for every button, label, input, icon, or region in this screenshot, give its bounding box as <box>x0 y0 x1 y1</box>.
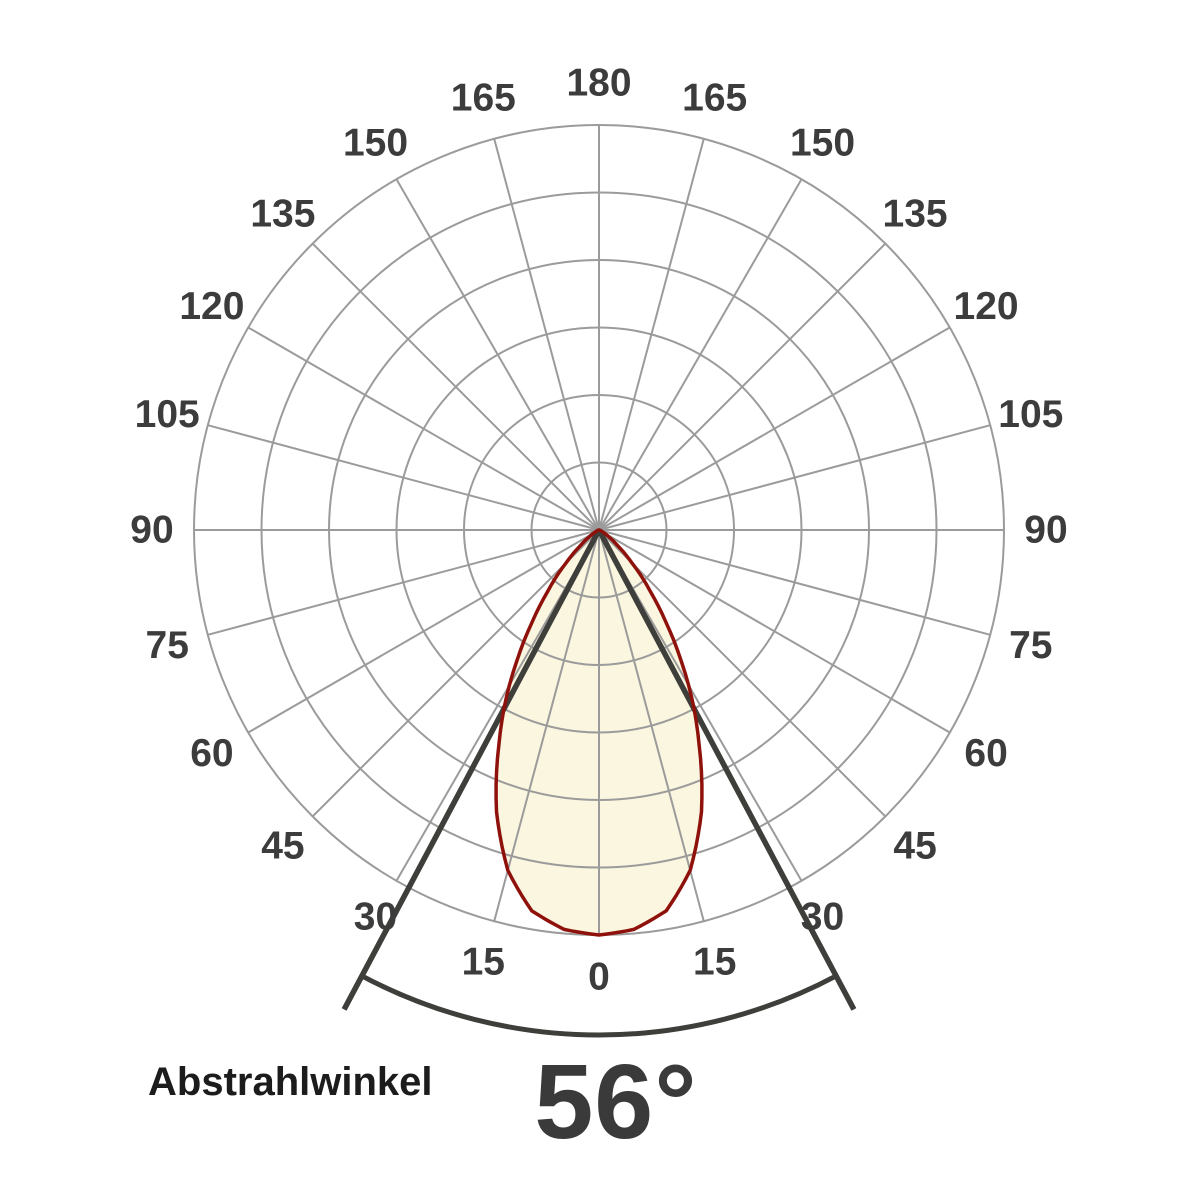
angle-label: 60 <box>964 732 1007 775</box>
grid-radial-line <box>598 178 803 531</box>
angle-label: 15 <box>693 940 736 983</box>
grid-radial-line <box>311 529 600 818</box>
grid-radial-line <box>247 326 600 531</box>
angle-label: 105 <box>998 393 1063 436</box>
angle-label: 165 <box>451 77 516 120</box>
angle-label: 45 <box>893 825 936 868</box>
grid-radial-line <box>598 529 887 818</box>
angle-label: 120 <box>179 285 244 328</box>
intensity-curve <box>494 528 704 937</box>
grid-radial-line <box>598 138 705 531</box>
angle-label: 150 <box>790 121 855 164</box>
angle-label: 135 <box>250 192 315 235</box>
grid-radial-line <box>493 529 600 922</box>
angle-label: 45 <box>261 825 304 868</box>
grid-radial-line <box>598 326 951 531</box>
angle-label: 0 <box>588 956 610 999</box>
beam-angle-arc <box>360 973 838 1038</box>
grid-radial-line <box>311 242 600 531</box>
beam-angle-line-right <box>596 528 857 1011</box>
grid-radial-line <box>598 242 887 531</box>
angle-label: 15 <box>462 940 505 983</box>
beam-angle-value: 56° <box>534 1043 698 1161</box>
grid-radial-line <box>598 529 991 636</box>
angle-label: 90 <box>130 509 173 552</box>
angle-label: 180 <box>566 62 631 105</box>
beam-angle-caption-label: Abstrahlwinkel <box>148 1060 433 1104</box>
angle-label: 30 <box>801 896 844 939</box>
grid-radial-line <box>598 529 705 922</box>
angle-label: 60 <box>190 732 233 775</box>
angle-label: 90 <box>1024 509 1067 552</box>
grid-radial-line <box>247 529 600 734</box>
grid-radial-line <box>395 178 600 531</box>
grid-radial-line <box>598 529 951 734</box>
angle-label: 105 <box>135 393 200 436</box>
angle-label: 75 <box>146 624 189 667</box>
grid-radial-line <box>207 424 600 531</box>
grid-radial-line <box>493 138 600 531</box>
angle-label: 150 <box>343 121 408 164</box>
angle-label: 120 <box>954 285 1019 328</box>
grid-radial-line <box>207 529 600 636</box>
beam-angle-line-left <box>341 528 602 1011</box>
angle-label: 165 <box>682 77 747 120</box>
grid-radial-line <box>598 424 991 531</box>
angle-label: 75 <box>1009 624 1052 667</box>
angle-label: 135 <box>883 192 948 235</box>
angle-label: 30 <box>354 896 397 939</box>
